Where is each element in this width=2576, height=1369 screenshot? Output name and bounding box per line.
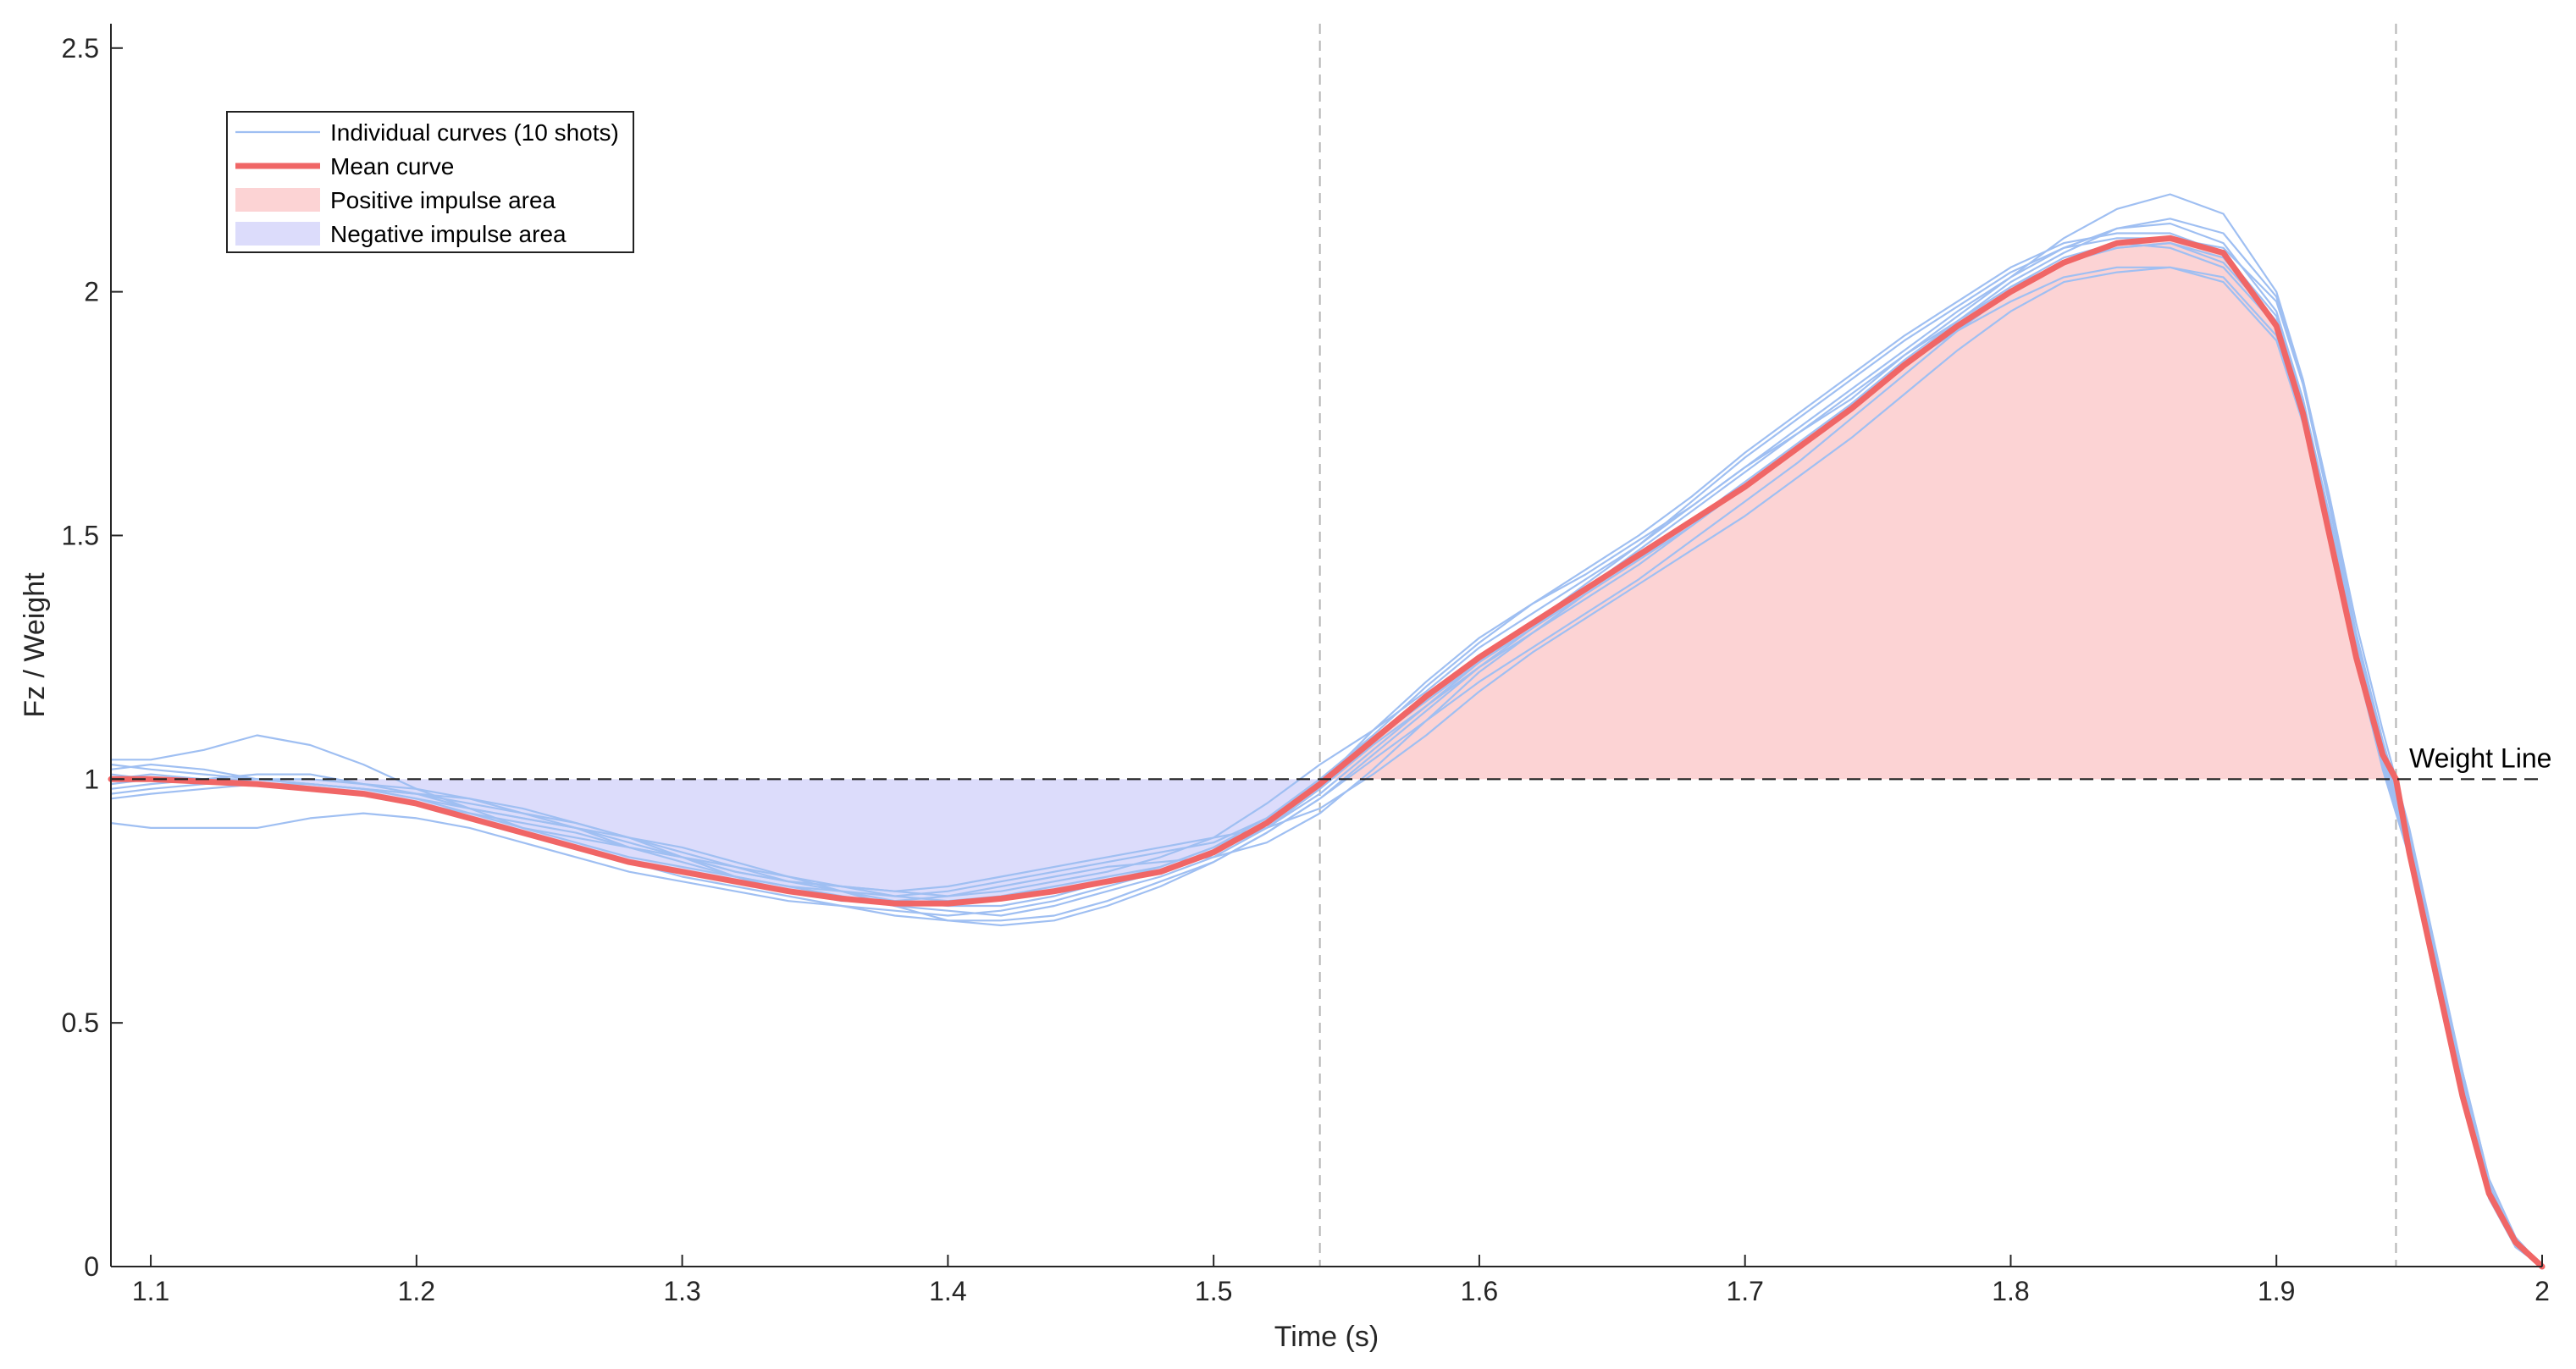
y-tick-label: 1.5 <box>62 520 99 550</box>
legend-label: Mean curve <box>330 153 454 179</box>
legend-label: Negative impulse area <box>330 221 567 247</box>
legend-swatch <box>235 188 320 212</box>
y-tick-label: 2.5 <box>62 33 99 63</box>
x-tick-label: 2 <box>2535 1276 2550 1306</box>
phase-markers <box>1318 24 2397 1267</box>
mean-curve-group <box>108 235 2546 1270</box>
y-tick-label: 1 <box>84 764 99 794</box>
legend: Individual curves (10 shots) Mean curve Po… <box>226 111 634 253</box>
legend-label: Individual curves (10 shots) <box>330 119 619 146</box>
individual-curve-9 <box>110 218 2543 1267</box>
x-tick-label: 1.9 <box>2258 1276 2295 1306</box>
axes: 1.1 1.2 1.3 1.4 1.5 1.6 1.7 1.8 1.9 2 0 0.5 1 1.5 2 2.5 <box>62 24 2550 1306</box>
y-axis-label: Fz / Weight <box>19 572 51 718</box>
y-tick-label: 2 <box>84 277 99 307</box>
x-tick-label: 1.1 <box>132 1276 169 1306</box>
y-tick-label: 0 <box>84 1251 99 1282</box>
x-tick-label: 1.4 <box>929 1276 966 1306</box>
x-axis-label: Time (s) <box>1274 1321 1379 1353</box>
y-tick-label: 0.5 <box>62 1007 99 1038</box>
legend-swatch <box>235 222 320 246</box>
legend-label: Positive impulse area <box>330 187 556 213</box>
weight-line-label: Weight Line <box>2409 742 2551 773</box>
negative-impulse-area <box>111 779 1320 904</box>
impulse-areas <box>111 238 2396 904</box>
mean-curve <box>108 235 2546 1270</box>
x-tick-label: 1.6 <box>1461 1276 1498 1306</box>
x-tick-label: 1.8 <box>1992 1276 2029 1306</box>
positive-impulse-area <box>1319 238 2396 785</box>
x-tick-label: 1.3 <box>663 1276 700 1306</box>
x-tick-label: 1.2 <box>398 1276 435 1306</box>
x-tick-label: 1.5 <box>1195 1276 1232 1306</box>
x-tick-label: 1.7 <box>1726 1276 1763 1306</box>
